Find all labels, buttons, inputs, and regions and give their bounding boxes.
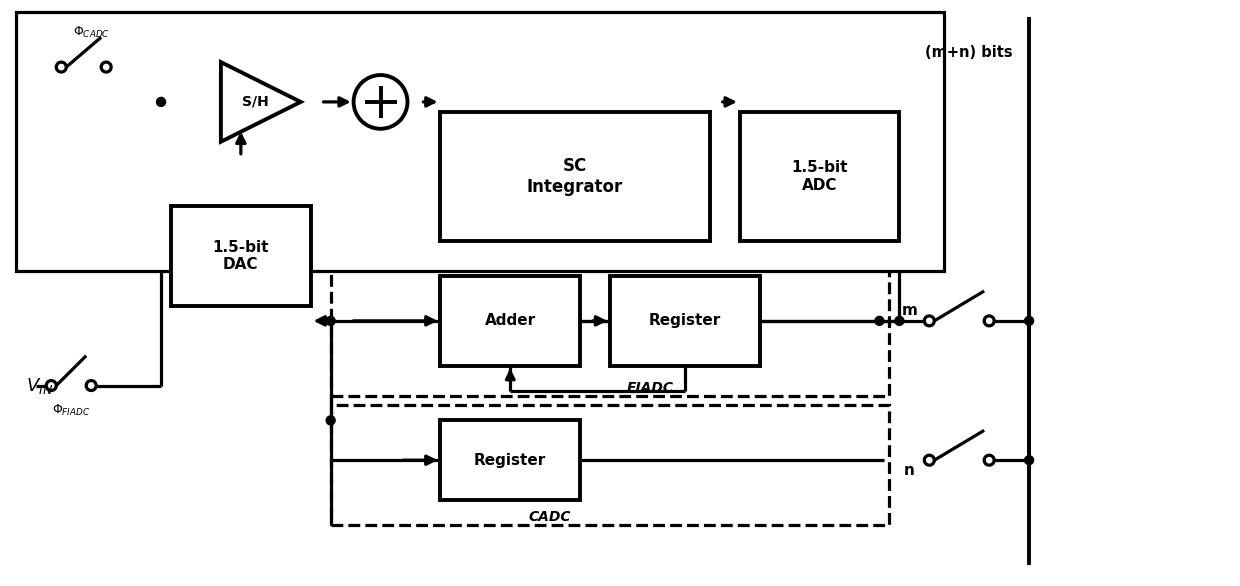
Text: Register: Register [649,314,720,328]
Bar [331,406,889,525]
Text: $\Phi_{FIADC}$: $\Phi_{FIADC}$ [52,403,91,418]
Text: (m+n) bits: (m+n) bits [925,45,1013,60]
Text: $\Phi_{CADC}$: $\Phi_{CADC}$ [73,25,109,40]
Circle shape [102,62,112,72]
Circle shape [1024,316,1034,325]
Text: CADC: CADC [529,510,572,524]
Bar [171,206,311,306]
Circle shape [46,380,56,390]
Text: FIADC: FIADC [626,380,673,394]
Text: SC
Integrator: SC Integrator [527,157,624,196]
Circle shape [87,380,97,390]
Circle shape [326,416,335,425]
Circle shape [1024,456,1034,465]
Circle shape [985,316,994,326]
Bar [331,216,889,396]
Text: n: n [904,463,915,478]
Text: 1.5-bit
DAC: 1.5-bit DAC [212,240,269,272]
Text: S/H: S/H [243,95,269,109]
Bar [16,12,945,271]
Circle shape [924,455,934,465]
Circle shape [326,316,335,325]
Bar [610,276,760,366]
Text: m: m [901,304,918,318]
Polygon shape [221,62,301,142]
Text: $V_{IN}$: $V_{IN}$ [26,376,53,396]
Bar [740,112,899,241]
Circle shape [56,62,66,72]
Circle shape [895,316,904,325]
Circle shape [156,97,165,107]
Text: Register: Register [474,453,547,468]
Text: Adder: Adder [485,314,536,328]
Bar [440,276,580,366]
Circle shape [353,75,408,129]
Circle shape [875,316,884,325]
Circle shape [985,455,994,465]
Text: 1.5-bit
ADC: 1.5-bit ADC [791,161,848,193]
Bar [440,420,580,500]
Bar [440,112,709,241]
Circle shape [924,316,934,326]
